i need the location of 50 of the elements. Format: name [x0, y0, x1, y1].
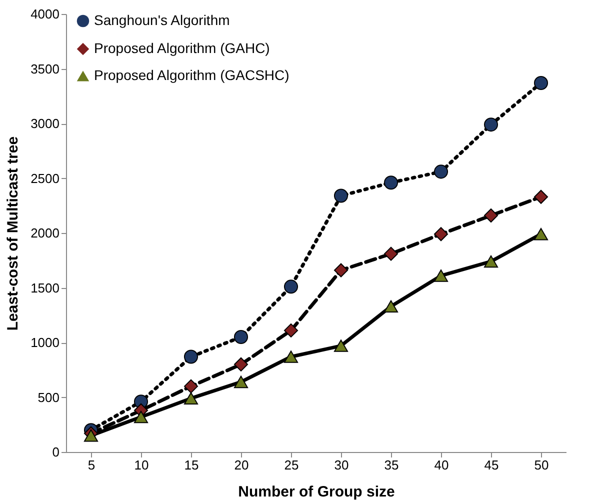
point: [334, 263, 348, 278]
point: [384, 246, 398, 261]
y-tick-label: 1000: [30, 335, 60, 350]
point: [484, 255, 498, 268]
x-tick-label: 45: [484, 458, 499, 472]
legend-label: Proposed Algorithm (GAHC): [94, 40, 270, 56]
y-tick-label: 2500: [30, 170, 60, 186]
point: [434, 270, 448, 282]
point: [184, 379, 198, 394]
x-tick-label: 50: [534, 458, 549, 472]
point: [534, 76, 548, 90]
x-tick-label: 40: [434, 458, 449, 472]
y-tick-label: 3000: [30, 116, 60, 131]
point: [534, 228, 548, 240]
point: [184, 392, 198, 404]
y-tick-label: 4000: [30, 6, 60, 22]
point: [284, 350, 298, 363]
y-tick-label: 3500: [30, 61, 60, 76]
point: [234, 376, 248, 388]
y-tick-label: 1500: [30, 280, 60, 296]
y-axis-title: Least-cost of Multicast tree: [4, 136, 22, 331]
x-tick-label: 35: [384, 458, 399, 472]
x-tick-label: 10: [134, 458, 149, 472]
point: [384, 176, 398, 190]
point: [434, 164, 448, 179]
x-tick-label: 25: [284, 458, 299, 472]
point: [534, 190, 548, 204]
point: [434, 227, 448, 242]
point: [184, 350, 198, 364]
x-tick-label: 5: [88, 458, 96, 472]
point: [484, 208, 498, 222]
point: [84, 429, 98, 442]
x-tick-label: 30: [334, 458, 349, 472]
legend-label: Proposed Algorithm (GACSHC): [94, 67, 290, 83]
x-axis-title: Number of Group size: [238, 484, 395, 500]
point: [334, 188, 348, 203]
y-tick-label: 2000: [30, 226, 60, 240]
point: [134, 410, 148, 424]
x-tick-label: 20: [234, 458, 249, 472]
x-tick-label: 15: [184, 458, 199, 472]
point: [234, 330, 248, 344]
point: [284, 323, 298, 338]
point: [484, 118, 498, 132]
point: [284, 280, 298, 294]
point: [234, 357, 248, 372]
point: [384, 300, 398, 313]
point: [334, 340, 348, 352]
legend-label: Sanghoun's Algorithm: [94, 12, 230, 28]
y-tick-label: 500: [38, 390, 60, 405]
y-tick-label: 0: [52, 444, 60, 460]
